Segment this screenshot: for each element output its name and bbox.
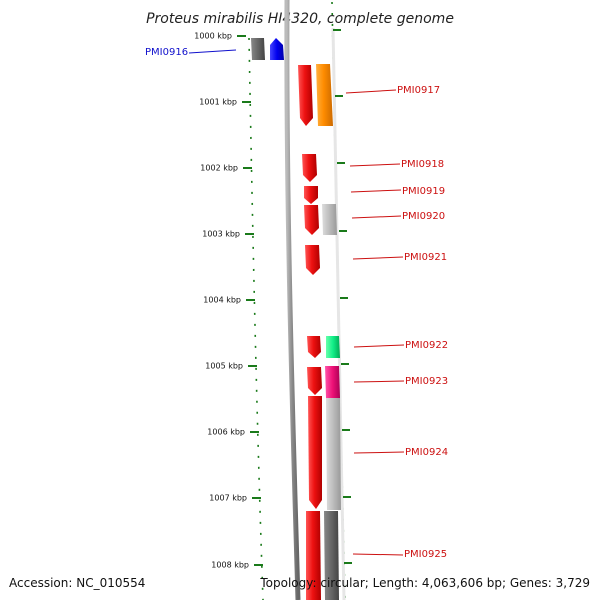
tick-label: 1007 kbp (209, 494, 247, 503)
gene-label-pmi0921[interactable]: PMI0921 (404, 252, 447, 263)
gene-pmi0922-partner[interactable] (326, 336, 340, 358)
gene-pmi0917-partner[interactable] (316, 64, 333, 126)
gene-labels: PMI0916 PMI0917 PMI0918 PMI0919 PMI0920 … (145, 47, 448, 560)
gene-pmi0925-partner[interactable] (324, 511, 339, 600)
gene-label-pmi0925[interactable]: PMI0925 (404, 549, 447, 560)
position-ruler: 1000 kbp 1001 kbp 1002 kbp 1003 kbp 1004… (194, 29, 352, 570)
gene-label-pmi0924[interactable]: PMI0924 (405, 447, 448, 458)
gene-label-pmi0918[interactable]: PMI0918 (401, 159, 444, 170)
tick-label: 1003 kbp (202, 230, 240, 239)
gene-pmi0916-neighbor[interactable] (251, 38, 265, 60)
gene-label-pmi0920[interactable]: PMI0920 (402, 211, 445, 222)
gene-pmi0923[interactable] (307, 367, 322, 395)
gene-track (251, 38, 341, 600)
map-title: Proteus mirabilis HI4320, complete genom… (146, 11, 454, 27)
gene-pmi0923-partner[interactable] (325, 366, 340, 398)
accession-text: Accession: NC_010554 (9, 576, 146, 590)
gene-pmi0922[interactable] (307, 336, 321, 358)
right-ticks (333, 29, 352, 564)
tick-label: 1008 kbp (211, 561, 249, 570)
tick-label: 1005 kbp (205, 362, 243, 371)
gene-pmi0919[interactable] (304, 186, 318, 204)
gene-label-pmi0917[interactable]: PMI0917 (397, 85, 440, 96)
outer-track (331, 27, 346, 600)
tick-label: 1001 kbp (199, 98, 237, 107)
gene-pmi0918[interactable] (302, 154, 317, 182)
gene-pmi0920[interactable] (304, 205, 319, 235)
gene-pmi0920-partner[interactable] (322, 204, 337, 235)
gene-label-pmi0922[interactable]: PMI0922 (405, 340, 448, 351)
leader-line (188, 49, 237, 54)
leader-line (352, 256, 404, 260)
gene-pmi0925[interactable] (306, 511, 321, 600)
genome-info-text: Topology: circular; Length: 4,063,606 bp… (260, 576, 590, 590)
gene-pmi0924[interactable] (308, 396, 322, 509)
tick-label: 1000 kbp (194, 32, 232, 41)
gene-label-pmi0916[interactable]: PMI0916 (145, 47, 188, 58)
gene-pmi0917[interactable] (298, 65, 313, 126)
leader-line (352, 553, 404, 556)
leader-line (351, 215, 402, 219)
gene-label-pmi0923[interactable]: PMI0923 (405, 376, 448, 387)
leader-line (345, 89, 397, 94)
gene-label-pmi0919[interactable]: PMI0919 (402, 186, 445, 197)
leader-line (353, 380, 405, 383)
gene-pmi0916[interactable] (270, 38, 284, 60)
gene-pmi0921[interactable] (305, 245, 320, 275)
gene-pmi0924-partner[interactable] (326, 398, 341, 510)
genome-backbone (284, 0, 301, 600)
leader-line (353, 451, 405, 454)
leader-line (349, 163, 401, 167)
tick-label: 1002 kbp (200, 164, 238, 173)
tick-label: 1004 kbp (203, 296, 241, 305)
leader-line (353, 344, 405, 348)
leader-line (350, 189, 402, 193)
tick-label: 1006 kbp (207, 428, 245, 437)
